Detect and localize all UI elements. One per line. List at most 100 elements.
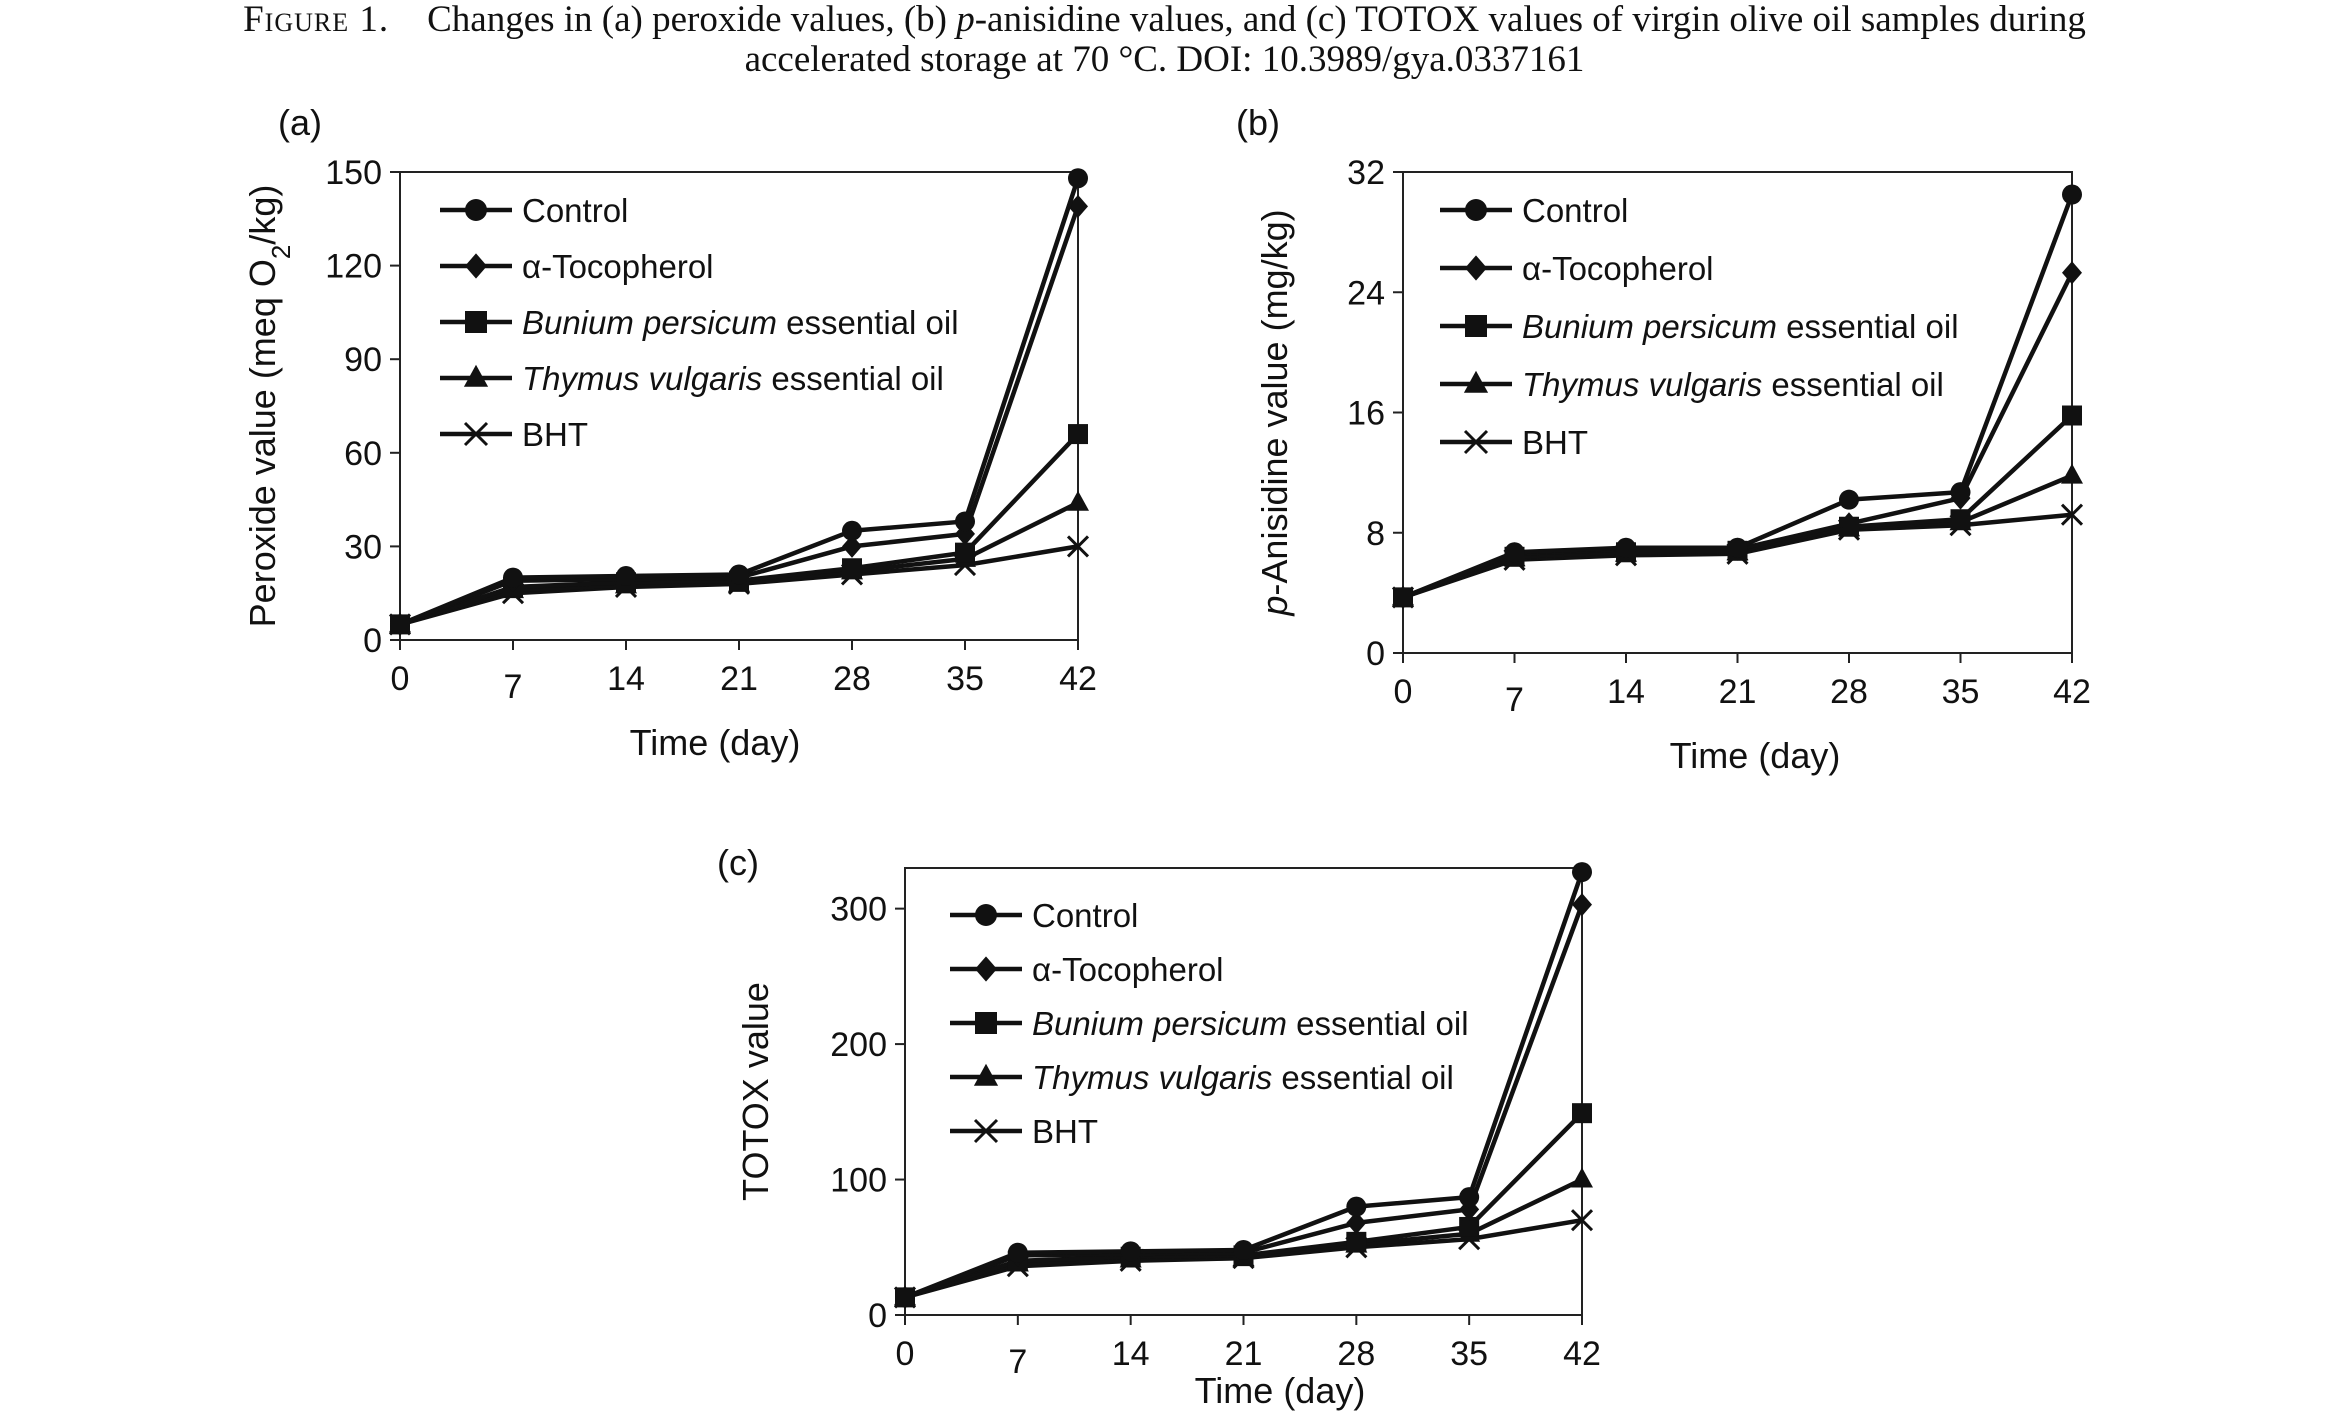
legend-marker-diamond	[975, 956, 997, 982]
legend-marker-x	[973, 1118, 999, 1144]
plot-frame	[1402, 171, 2073, 654]
y-axis-label: Peroxide value (meq O2/kg)	[242, 185, 296, 628]
legend-item-tocopherol: α-Tocopherol	[440, 248, 714, 285]
x-tick-label: 14	[1607, 673, 1645, 711]
x-tick-label: 21	[1225, 1335, 1263, 1373]
legend-item-thymus-vulgaris-essential-oil: Thymus vulgaris essential oil	[440, 360, 944, 397]
x-tick-label: 28	[1830, 673, 1868, 711]
y-tick-label: 60	[344, 435, 382, 473]
x-tick-label: 0	[1394, 673, 1413, 711]
legend-marker-circle	[975, 904, 997, 926]
legend-item-bunium-persicum-essential-oil: Bunium persicum essential oil	[1440, 308, 1959, 345]
legend-item-thymus-vulgaris-essential-oil: Thymus vulgaris essential oil	[1440, 366, 1944, 403]
legend-marker-x	[1463, 429, 1489, 455]
legend-label: BHT	[522, 416, 588, 453]
chart-panel-b: (b) 0 8 16 24 32 0 7 14 21 28 35 42 Time (day) p-Anisi…	[1236, 102, 2091, 776]
legend-item-bunium-persicum-essential-oil: Bunium persicum essential oil	[950, 1005, 1469, 1042]
x-tick-label: 35	[1942, 673, 1980, 711]
y-axis-label: TOTOX value	[735, 982, 776, 1201]
data-point-circle	[1346, 1196, 1367, 1217]
data-point-circle	[1459, 1187, 1480, 1208]
y-tick-label: 100	[830, 1162, 887, 1200]
y-tick-label: 150	[325, 154, 382, 192]
legend: Control α-Tocopherol Bunium persicum essen…	[440, 192, 959, 453]
chart-panel-c: (c) 0 100 200 300 0 7 14 21 28 35 42 Time (day) TOTOX…	[717, 842, 1601, 1411]
legend-item-control: Control	[1440, 192, 1628, 229]
data-point-diamond	[1839, 512, 1859, 536]
caption-line-1: Figure 1. Changes in (a) peroxide values,…	[0, 0, 2329, 40]
data-point-triangle	[2061, 463, 2083, 484]
panel-label: (a)	[278, 102, 322, 143]
data-point-circle	[1007, 1242, 1028, 1263]
y-tick-label: 0	[363, 622, 382, 660]
y-tick-label: 24	[1347, 274, 1385, 312]
x-tick-label: 21	[1719, 673, 1757, 711]
x-axis-label: Time (day)	[1195, 1370, 1366, 1411]
y-tick-label: 0	[868, 1297, 887, 1335]
legend: Control α-Tocopherol Bunium persicum essen…	[1440, 192, 1959, 461]
figure-caption: Figure 1. Changes in (a) peroxide values,…	[0, 0, 2329, 80]
legend-label: BHT	[1032, 1113, 1098, 1150]
x-axis-label: Time (day)	[630, 722, 801, 763]
caption-text-1: Changes in (a) peroxide values, (b)	[427, 0, 957, 40]
panel-label: (c)	[717, 842, 759, 883]
data-point-circle	[1572, 862, 1592, 883]
x-tick-label: 35	[946, 660, 984, 698]
y-tick-label: 120	[325, 248, 382, 286]
legend-item-tocopherol: α-Tocopherol	[1440, 250, 1714, 287]
legend-marker-triangle	[463, 364, 489, 387]
caption-label: Figure 1.	[243, 0, 390, 40]
x-axis-label: Time (day)	[1670, 735, 1841, 776]
data-point-diamond	[1572, 893, 1592, 917]
legend-item-bht: BHT	[950, 1113, 1098, 1150]
y-tick-label: 16	[1347, 395, 1385, 433]
legend-label: Control	[1032, 897, 1138, 934]
legend-label: Thymus vulgaris essential oil	[1522, 366, 1944, 403]
data-point-triangle	[1571, 1167, 1593, 1188]
legend-label: α-Tocopherol	[522, 248, 714, 285]
data-point-x	[2060, 503, 2084, 526]
data-point-x	[1066, 535, 1090, 558]
legend-label: α-Tocopherol	[1522, 250, 1714, 287]
caption-line-2: accelerated storage at 70 °C. DOI: 10.39…	[744, 39, 1585, 80]
data-point-diamond	[2062, 261, 2082, 285]
legend-marker-circle	[465, 199, 487, 221]
y-tick-label: 90	[344, 341, 382, 379]
data-point-circle	[842, 520, 862, 541]
x-tick-label: 0	[391, 660, 410, 698]
y-tick-label: 0	[1366, 635, 1385, 673]
x-tick-label: 14	[607, 660, 645, 698]
legend-label: BHT	[1522, 424, 1588, 461]
data-point-x	[1570, 1209, 1594, 1232]
x-tick-label: 0	[896, 1335, 915, 1373]
legend-item-bht: BHT	[440, 416, 588, 453]
data-point-circle	[616, 566, 636, 587]
data-point-circle	[2062, 184, 2082, 205]
legend-marker-diamond	[1465, 255, 1487, 281]
data-point-triangle	[1067, 490, 1089, 511]
data-point-circle	[1233, 1239, 1254, 1260]
legend-label: α-Tocopherol	[1032, 951, 1224, 988]
series-bunium-persicum-essential-oil	[1393, 405, 2082, 608]
data-point-diamond	[1346, 1211, 1367, 1235]
data-point-square	[1068, 424, 1088, 445]
y-tick-label: 32	[1347, 154, 1385, 192]
chart-panel-a: (a) 0 30 60 90 120 150 0 7 14 21 28 35 42 Time (day) Pe…	[242, 102, 1097, 763]
series-control	[1393, 184, 2082, 608]
data-point-square	[842, 558, 862, 579]
legend-label: Thymus vulgaris essential oil	[1032, 1059, 1454, 1096]
x-tick-label: 42	[2053, 673, 2091, 711]
series-line	[399, 177, 1081, 627]
legend-marker-triangle	[1463, 370, 1489, 393]
x-tick-label: 7	[504, 668, 523, 706]
series-thymus-vulgaris-essential-oil	[1392, 463, 2083, 606]
legend-item-control: Control	[440, 192, 628, 229]
data-point-circle	[1727, 537, 1748, 558]
legend-marker-circle	[1465, 199, 1487, 221]
caption-text-2: -anisidine values, and (c) TOTOX values …	[974, 0, 2086, 40]
series-control	[895, 862, 1592, 1308]
y-tick-label: 30	[344, 528, 382, 566]
legend-item-bunium-persicum-essential-oil: Bunium persicum essential oil	[440, 304, 959, 341]
legend-label: Bunium persicum essential oil	[1032, 1005, 1469, 1042]
